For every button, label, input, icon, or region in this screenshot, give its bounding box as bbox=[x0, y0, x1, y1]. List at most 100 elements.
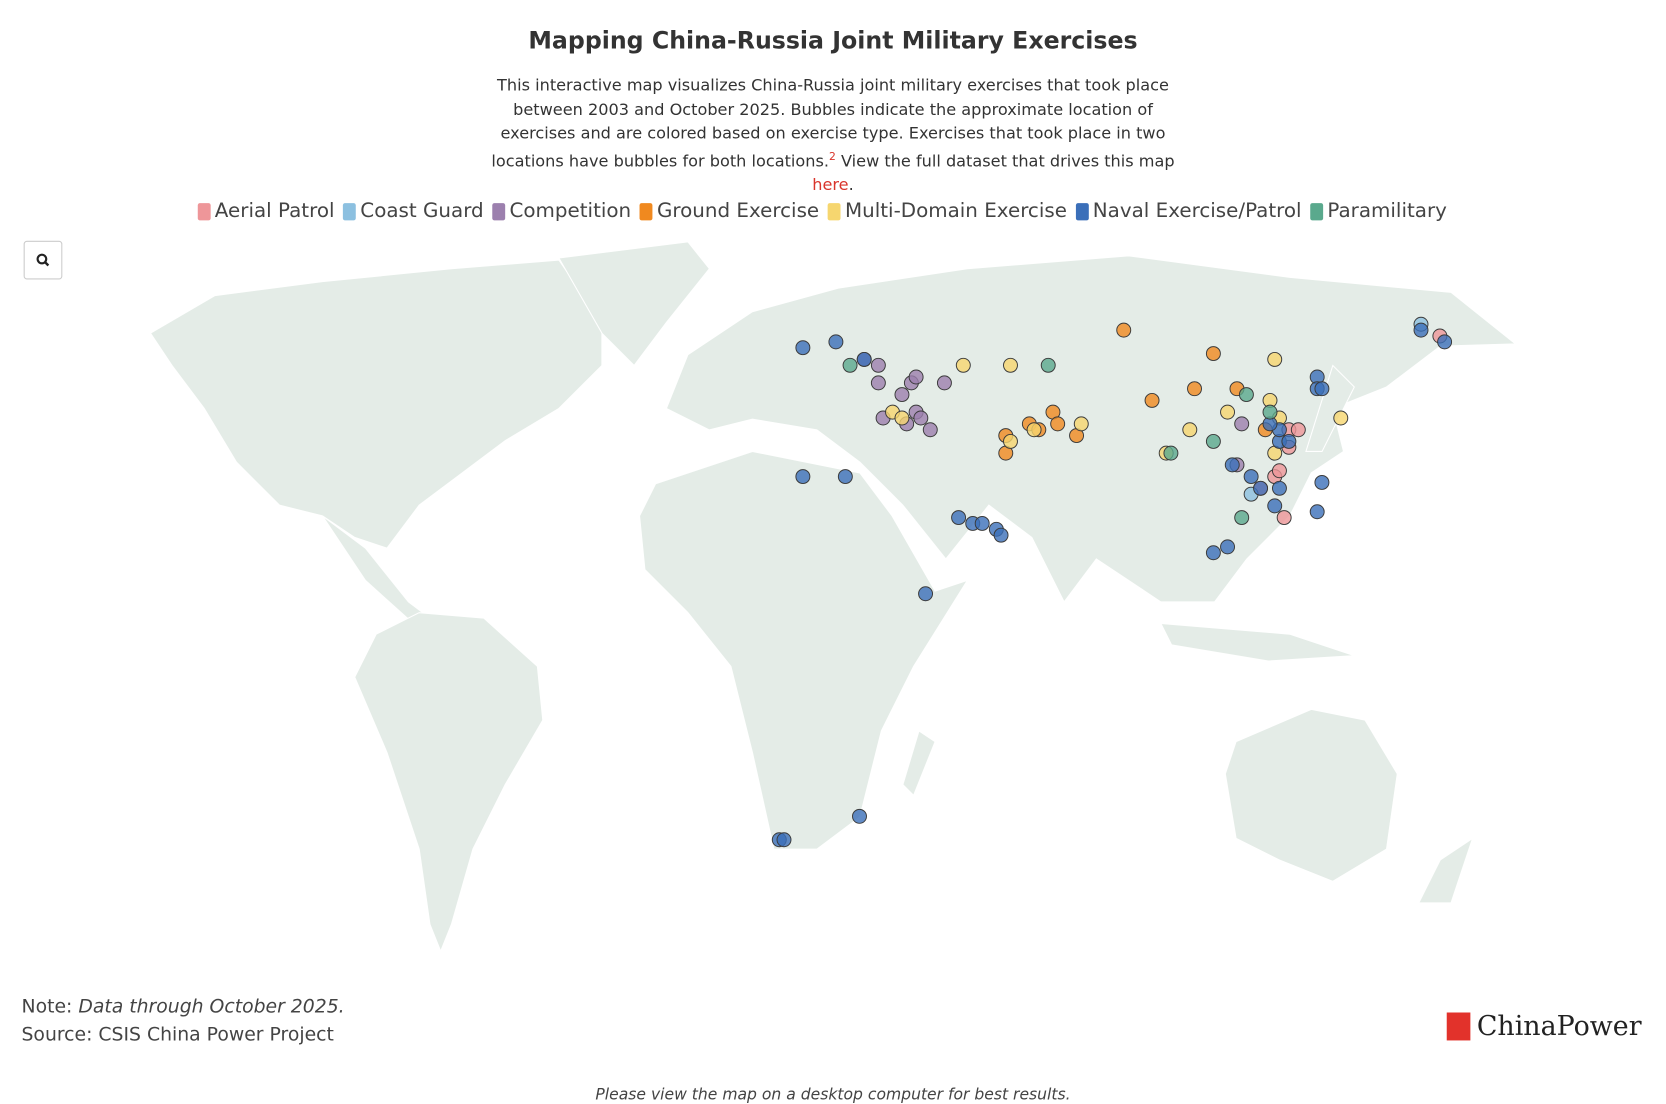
exercise-bubble[interactable] bbox=[1205, 545, 1221, 561]
exercise-bubble[interactable] bbox=[852, 808, 867, 824]
legend-swatch bbox=[343, 202, 357, 220]
note-text: Data through October 2025. bbox=[78, 996, 345, 1018]
exercise-bubble[interactable] bbox=[856, 351, 872, 367]
exercise-bubble[interactable] bbox=[1234, 416, 1250, 432]
bubbles bbox=[771, 316, 1453, 848]
source: Source: CSIS China Power Project bbox=[21, 1024, 334, 1046]
legend-label: Competition bbox=[509, 199, 632, 223]
exercise-bubble[interactable] bbox=[1144, 392, 1160, 408]
exercise-bubble[interactable] bbox=[918, 586, 934, 602]
legend-item[interactable]: Competition bbox=[492, 199, 632, 223]
exercise-bubble[interactable] bbox=[1314, 474, 1330, 490]
legend-item[interactable]: Aerial Patrol bbox=[197, 200, 335, 222]
exercise-bubble[interactable] bbox=[842, 357, 858, 373]
exercise-bubble[interactable] bbox=[870, 375, 886, 391]
exercise-bubble[interactable] bbox=[1026, 422, 1042, 438]
legend-item[interactable]: Naval Exercise/Patrol bbox=[1075, 199, 1302, 223]
exercise-bubble[interactable] bbox=[1224, 457, 1240, 473]
description-text: This interactive map visualizes China-Ru… bbox=[491, 75, 1169, 171]
note-label: Note: bbox=[21, 996, 73, 1018]
legend-label: Coast Guard bbox=[360, 199, 484, 223]
exercise-bubble[interactable] bbox=[795, 340, 811, 356]
note-line: Note: Data through October 2025. bbox=[21, 993, 344, 1021]
exercise-bubble[interactable] bbox=[1309, 504, 1325, 520]
exercise-bubble[interactable] bbox=[776, 832, 792, 848]
exercise-bubble[interactable] bbox=[1220, 539, 1236, 555]
description-end: . bbox=[848, 175, 854, 195]
exercise-bubble[interactable] bbox=[1205, 433, 1221, 449]
legend-label: Paramilitary bbox=[1327, 199, 1447, 223]
exercise-bubble[interactable] bbox=[1163, 445, 1179, 461]
legend-item[interactable]: Paramilitary bbox=[1310, 199, 1447, 223]
exercise-bubble[interactable] bbox=[1050, 416, 1066, 432]
description-link-lead: View the full dataset that drives this m… bbox=[840, 151, 1175, 171]
exercise-bubble[interactable] bbox=[908, 369, 924, 385]
exercise-bubble[interactable] bbox=[1314, 381, 1330, 397]
logo-icon bbox=[1446, 1011, 1471, 1040]
exercise-bubble[interactable] bbox=[837, 469, 853, 485]
legend-item[interactable]: Multi-Domain Exercise bbox=[827, 199, 1067, 223]
exercise-bubble[interactable] bbox=[1187, 381, 1202, 397]
legend-item[interactable]: Ground Exercise bbox=[639, 199, 820, 223]
exercise-bubble[interactable] bbox=[1413, 322, 1429, 338]
exercise-bubble[interactable] bbox=[1271, 463, 1287, 479]
exercise-bubble[interactable] bbox=[1243, 469, 1259, 485]
exercise-bubble[interactable] bbox=[1205, 346, 1221, 362]
exercise-bubble[interactable] bbox=[913, 410, 929, 426]
legend-swatch bbox=[639, 202, 653, 220]
legend-swatch bbox=[827, 202, 841, 220]
legend-swatch bbox=[1310, 202, 1324, 220]
exercise-bubble[interactable] bbox=[1220, 404, 1236, 420]
exercise-bubble[interactable] bbox=[795, 469, 811, 485]
exercise-bubble[interactable] bbox=[1116, 322, 1132, 338]
footer: Please view the map on a desktop compute… bbox=[595, 1086, 1071, 1104]
exercise-bubble[interactable] bbox=[951, 510, 967, 526]
exercise-bubble[interactable] bbox=[1253, 480, 1269, 496]
search-icon bbox=[36, 253, 50, 267]
exercise-bubble[interactable] bbox=[1003, 433, 1018, 449]
legend-item[interactable]: Coast Guard bbox=[343, 199, 484, 223]
legend-label: Multi-Domain Exercise bbox=[844, 199, 1067, 223]
exercise-bubble[interactable] bbox=[1276, 510, 1292, 526]
legend-label: Naval Exercise/Patrol bbox=[1092, 199, 1302, 223]
exercise-bubble[interactable] bbox=[1267, 351, 1283, 367]
land bbox=[149, 241, 1518, 953]
exercise-bubble[interactable] bbox=[1234, 510, 1250, 526]
legend-label: Ground Exercise bbox=[656, 199, 820, 223]
exercise-bubble[interactable] bbox=[828, 334, 844, 350]
logo-text: ChinaPower bbox=[1476, 1010, 1642, 1042]
note-ref[interactable]: 2 bbox=[829, 151, 836, 163]
exercise-bubble[interactable] bbox=[1271, 480, 1287, 496]
exercise-bubble[interactable] bbox=[1281, 433, 1297, 449]
exercise-bubble[interactable] bbox=[1073, 416, 1089, 432]
exercise-bubble[interactable] bbox=[1267, 498, 1283, 514]
exercise-bubble[interactable] bbox=[894, 387, 910, 403]
note: Note: Data through October 2025. Source:… bbox=[21, 993, 344, 1049]
exercise-bubble[interactable] bbox=[936, 375, 952, 391]
exercise-bubble[interactable] bbox=[1182, 422, 1198, 438]
exercise-bubble[interactable] bbox=[1333, 410, 1349, 426]
legend-swatch bbox=[1075, 202, 1089, 220]
exercise-bubble[interactable] bbox=[1290, 422, 1306, 438]
exercise-bubble[interactable] bbox=[974, 515, 990, 531]
search-button[interactable] bbox=[23, 240, 63, 280]
exercise-bubble[interactable] bbox=[993, 527, 1009, 543]
legend-swatch bbox=[492, 202, 506, 220]
exercise-bubble[interactable] bbox=[1437, 334, 1453, 350]
exercise-bubble[interactable] bbox=[1262, 404, 1278, 420]
exercise-bubble[interactable] bbox=[1040, 357, 1056, 373]
logo[interactable]: ChinaPower bbox=[1446, 1010, 1642, 1042]
dataset-link[interactable]: here bbox=[812, 175, 849, 195]
exercise-bubble[interactable] bbox=[894, 410, 910, 426]
exercise-bubble[interactable] bbox=[922, 422, 938, 438]
title: Mapping China-Russia Joint Military Exer… bbox=[528, 27, 1138, 55]
exercise-bubble[interactable] bbox=[870, 357, 886, 373]
description: This interactive map visualizes China-Ru… bbox=[484, 73, 1183, 197]
exercise-bubble[interactable] bbox=[955, 357, 971, 373]
legend: Aerial Patrol Coast Guard Competition Groun… bbox=[0, 199, 1645, 223]
exercise-bubble[interactable] bbox=[1003, 357, 1018, 373]
exercise-bubble[interactable] bbox=[1238, 387, 1254, 403]
